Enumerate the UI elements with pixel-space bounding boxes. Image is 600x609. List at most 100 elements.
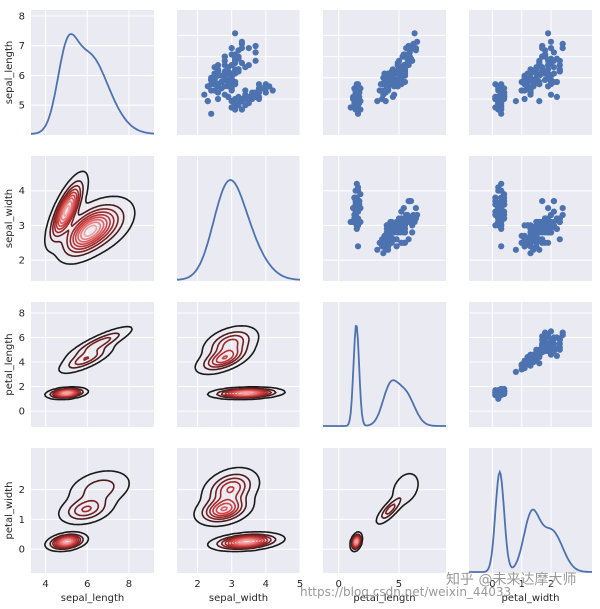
scatter-point <box>547 218 555 226</box>
scatter-point <box>542 215 549 222</box>
scatter-point <box>393 236 400 243</box>
scatter-point <box>235 47 242 54</box>
scatter-point <box>354 110 362 117</box>
scatter-point <box>406 215 413 222</box>
scatter-point <box>376 87 383 94</box>
x-tick-label: 4 <box>42 579 48 590</box>
scatter-point <box>252 42 259 50</box>
scatter-point <box>495 83 502 90</box>
scatter-point <box>407 198 415 205</box>
panel-sepal_length-vs-sepal_length <box>31 10 154 135</box>
x-tick-label: 3 <box>228 579 234 590</box>
scatter-point <box>495 392 502 399</box>
kde-contour-level-3 <box>52 499 100 549</box>
scatter-point <box>238 98 245 105</box>
y-axis-label-petal_width: petal_width <box>4 482 15 540</box>
scatter-point <box>351 205 358 212</box>
scatter-point <box>238 38 245 45</box>
panel-petal_width-vs-petal_width <box>469 448 592 573</box>
scatter-point <box>376 239 383 246</box>
scatter-point <box>238 59 245 67</box>
x-tick-label: 8 <box>126 579 132 590</box>
y-tick-label: 2 <box>19 485 25 496</box>
kde-contour-level-9 <box>62 539 71 544</box>
scatter-point <box>545 229 552 236</box>
scatter-point <box>235 53 242 60</box>
scatter-point <box>542 76 549 83</box>
scatter-point <box>400 239 407 246</box>
scatter-point <box>498 211 505 219</box>
scatter-point <box>399 225 406 232</box>
panel-petal_width-vs-sepal_width <box>177 448 301 573</box>
y-tick-label: 7 <box>19 41 25 52</box>
y-tick-label: 6 <box>19 333 25 344</box>
scatter-point <box>498 205 505 212</box>
scatter-point <box>547 344 555 351</box>
scatter-point <box>242 87 249 94</box>
kde-contour-level-1 <box>44 470 130 553</box>
scatter-point <box>208 110 215 117</box>
scatter-point <box>398 64 405 71</box>
scatter-point <box>521 72 528 79</box>
scatter-point <box>252 49 259 56</box>
scatter-point <box>533 70 540 77</box>
scatter-point <box>382 98 389 105</box>
scatter-point <box>354 83 362 90</box>
kde-curve <box>31 33 154 135</box>
panel-sepal_width-vs-petal_length <box>323 156 446 281</box>
scatter-point <box>553 352 561 359</box>
scatter-point <box>266 83 273 90</box>
scatter-point <box>269 87 276 94</box>
scatter-point <box>409 222 416 229</box>
scatter-point <box>214 95 222 103</box>
scatter-point <box>524 85 531 92</box>
scatter-point <box>539 68 546 75</box>
scatter-point <box>383 222 390 229</box>
scatter-point <box>545 30 552 37</box>
scatter-point <box>559 45 566 52</box>
kde-contour-level-6 <box>57 194 108 245</box>
scatter-point <box>556 57 563 64</box>
y-tick-label: 2 <box>19 256 25 267</box>
kde-contour-level-3 <box>52 184 119 253</box>
scatter-point <box>211 76 218 83</box>
kde-contour-level-1 <box>44 170 136 265</box>
scatter-point <box>542 335 549 342</box>
scatter-point <box>501 194 508 201</box>
kde-contour-level-2 <box>49 479 115 550</box>
panel-petal_length-vs-petal_length <box>323 302 446 427</box>
scatter-point <box>411 30 418 37</box>
scatter-point <box>383 72 390 79</box>
x-tick-label: 5 <box>297 579 303 590</box>
y-tick-label: 0 <box>19 545 25 556</box>
scatter-point <box>398 208 405 215</box>
scatter-point <box>374 246 381 253</box>
scatter-point <box>545 70 552 77</box>
kde-curve <box>177 179 300 281</box>
x-axis-label-sepal_width: sepal_width <box>209 593 268 604</box>
scatter-point <box>351 100 358 107</box>
scatter-point <box>495 184 502 191</box>
kde-contour-level-1 <box>44 325 133 401</box>
panel-background <box>31 10 154 135</box>
scatter-point <box>492 194 499 201</box>
x-axis-label-petal_width: petal_width <box>502 593 560 604</box>
scatter-point <box>357 98 364 105</box>
x-tick-label: 5 <box>396 579 402 590</box>
scatter-point <box>389 93 396 100</box>
panel-background <box>31 448 154 573</box>
kde-contour-level-9 <box>63 391 72 395</box>
scatter-point <box>242 64 249 71</box>
scatter-point <box>527 243 534 250</box>
scatter-point <box>556 62 563 69</box>
scatter-point <box>518 366 525 373</box>
scatter-point <box>352 211 359 219</box>
scatter-point <box>539 45 546 52</box>
panel-sepal_length-vs-petal_width <box>469 10 592 135</box>
scatter-point <box>536 360 543 367</box>
kde-contour-level-9 <box>239 539 253 544</box>
kde-contour-level-1 <box>194 325 286 401</box>
panel-sepal_width-vs-sepal_length <box>31 156 154 281</box>
scatter-point <box>556 346 563 353</box>
